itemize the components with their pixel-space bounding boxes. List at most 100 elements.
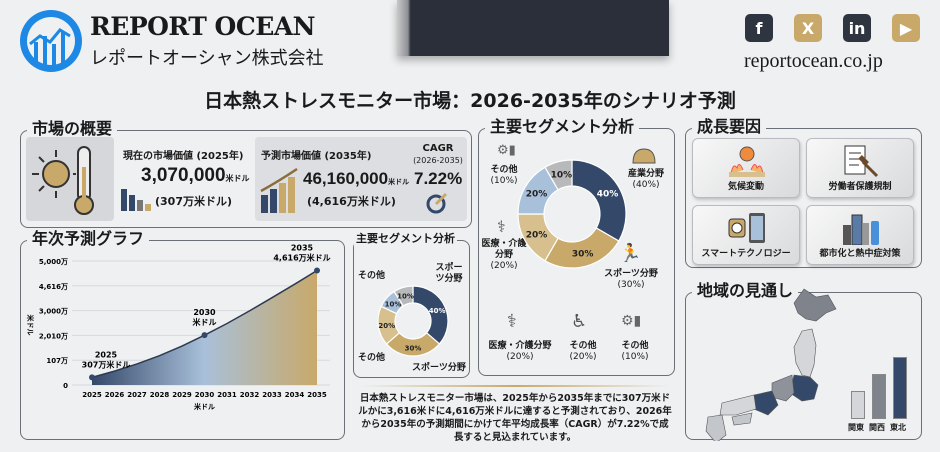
cagr-gauge-icon [425, 191, 449, 219]
driver-label: スマートテクノロジー [701, 249, 791, 259]
x-tick-label: 2034 [285, 391, 305, 399]
small-label-other-top: その他 [358, 271, 386, 281]
segment-main-donut: 40%30%20%20%10% [517, 159, 627, 269]
donut-slice [412, 285, 449, 345]
cagr-period: (2026-2035) [413, 156, 463, 165]
current-bars-icon [119, 183, 155, 215]
y-tick-label: 0 [63, 382, 68, 390]
city-water-icon [843, 214, 879, 245]
small-label-sports-bottom: スポーツ分野 [412, 363, 466, 373]
overview-title: 市場の概要 [27, 119, 118, 139]
legend-other-1-name: その他 [569, 341, 597, 351]
x-tick-label: 2035 [307, 391, 327, 399]
annotation-value: 4,616万米ドル [273, 253, 330, 263]
current-value-label: 現在の市場価値 (2025年) [123, 151, 244, 162]
driver-label: 気候変動 [727, 182, 764, 192]
label-medical-pct: (20%) [490, 261, 518, 271]
label-sports: スポーツ分野 (30%) [591, 269, 671, 291]
legend-medical-name: 医療・介護分野 [488, 341, 552, 351]
forecast-value-label: 予測市場価値 (2035年) [261, 151, 372, 162]
segment-small-title: 主要セグメント分析 [354, 229, 457, 249]
slice-label: 10% [385, 301, 402, 309]
logo-icon [20, 10, 82, 72]
y-tick-label: 4,616万 [39, 283, 68, 291]
donut-slice [544, 227, 620, 269]
label-medical: 医療・介護分野 (20%) [481, 239, 527, 272]
website-url[interactable]: reportocean.co.jp [744, 50, 883, 72]
label-industry-pct: (40%) [632, 180, 660, 190]
growth-drivers-panel: 成長要因 気候変動 労働者保護規制 スマートテクノロジー 都市化と熱中症対策 [685, 117, 922, 268]
driver-label: 労働者保護規制 [828, 182, 892, 192]
clipboard-gavel-icon [844, 145, 879, 178]
cagr-value: 7.22% [414, 169, 463, 188]
x-icon[interactable]: X [794, 14, 822, 42]
y-tick-label: 5,000万 [39, 258, 68, 266]
linkedin-icon[interactable]: in [843, 14, 871, 42]
segment-small-donut: 40% 30% 20% 10%10% [377, 285, 449, 357]
market-overview-panel: 市場の概要 現在の市場価値 (2025年) 3,070,000米ドル (307万… [20, 119, 472, 228]
x-tick-label: 2033 [262, 391, 282, 399]
current-value: 3,070,000米ドル [141, 165, 250, 187]
forecast-value: 46,160,000米ドル [303, 169, 409, 189]
legend-medical-pct: (20%) [506, 352, 534, 362]
legend-medical: 医療・介護分野 (20%) [483, 341, 557, 363]
smartwatch-phone-icon [728, 213, 765, 243]
gadgets-icon: ⚙▮ [621, 313, 642, 329]
devices-icon: ⚙▮ [497, 143, 516, 158]
facebook-icon[interactable]: f [745, 14, 773, 42]
slice-label: 20% [378, 322, 395, 330]
slice-label: 20% [526, 231, 548, 241]
youtube-icon[interactable]: ▶ [892, 14, 920, 42]
runner-icon: 🏃 [619, 243, 642, 264]
x-tick-label: 2030 [195, 391, 215, 399]
slice-label: 40% [597, 190, 619, 200]
growth-bars-icon [259, 167, 303, 217]
label-industry-name: 産業分野 [627, 169, 664, 179]
current-value-sub: (307万米ドル) [155, 195, 233, 208]
slice-label: 20% [526, 190, 548, 200]
region-bar-label: 関西 [869, 423, 885, 432]
donut-slice [393, 285, 414, 307]
area-fill [92, 270, 317, 385]
legend-other-2-name: その他 [621, 341, 649, 351]
label-sports-name: スポーツ分野 [604, 269, 658, 279]
small-label-other-bottom: その他 [358, 353, 386, 363]
gold-divider [360, 385, 670, 387]
slice-label: 30% [572, 250, 594, 260]
market-description: 日本熱ストレスモニター市場は、2025年から2035年までに307万米ドルかに3… [358, 393, 672, 443]
x-tick-label: 2029 [172, 391, 192, 399]
label-other: その他 (10%) [487, 165, 521, 187]
legend-other-2: その他 (10%) [615, 341, 655, 363]
annual-chart-title: 年次予測グラフ [27, 229, 150, 249]
label-other-pct: (10%) [490, 176, 518, 186]
driver-climate-change: 気候変動 [692, 138, 800, 198]
region-bar-label: 関東 [848, 423, 864, 432]
annotation-year: 2035 [291, 244, 314, 253]
region-bar [893, 357, 907, 419]
label-other-name: その他 [490, 165, 518, 175]
driver-worker-protection: 労働者保護規制 [806, 138, 914, 198]
segment-main-panel: 主要セグメント分析 産業分野 (40%) 🏃 スポーツ分野 (30%) ⚕ 医療・介… [478, 117, 675, 376]
x-tick-label: 2025 [82, 391, 102, 399]
segment-small-panel: 主要セグメント分析 その他 スポーツ分野 その他 スポーツ分野 [353, 229, 470, 378]
hardhat-icon [631, 147, 657, 169]
region-title: 地域の見通し [692, 281, 799, 301]
header-dark-panel [397, 0, 669, 56]
thermometer-sun-icon [26, 137, 114, 221]
slice-label: 10% [551, 170, 573, 180]
y-axis-label: 米ドル [26, 314, 35, 336]
label-industry: 産業分野 (40%) [621, 169, 671, 191]
y-tick-label: 107万 [46, 357, 68, 365]
forecast-value-unit: 米ドル [388, 178, 410, 186]
driver-label: 都市化と熱中症対策 [819, 249, 901, 259]
brand-subtitle: レポートオーシャン株式会社 [90, 48, 324, 69]
donut-slice [571, 159, 627, 242]
data-point [314, 267, 320, 274]
current-value-unit: 米ドル [225, 174, 250, 183]
driver-smart-technology: スマートテクノロジー [692, 205, 800, 265]
annotation-year: 2025 [95, 350, 118, 359]
current-value-number: 3,070,000 [141, 165, 226, 186]
japan-map [705, 288, 837, 441]
x-tick-label: 2032 [240, 391, 260, 399]
